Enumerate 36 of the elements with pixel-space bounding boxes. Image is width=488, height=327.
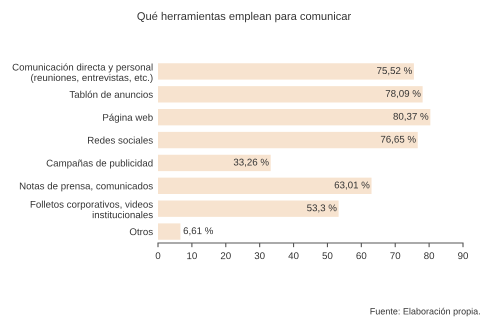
- bar: [158, 200, 339, 217]
- bar: [158, 132, 418, 148]
- x-tick-label: 40: [288, 252, 299, 260]
- x-tick-label: 10: [187, 252, 197, 260]
- y-tick-label: Notas de prensa, comunicados: [20, 182, 153, 192]
- y-tick-label: Comunicación directa y personal (reuniones, entrevistas, etc.): [12, 63, 153, 83]
- y-tick-label: Redes sociales: [88, 136, 153, 144]
- data-label: 53,3 %: [307, 204, 337, 212]
- data-label: 78,09 %: [386, 90, 421, 98]
- source-note: Fuente: Elaboración propia.: [370, 308, 480, 316]
- x-tick-label: 0: [156, 252, 160, 260]
- x-tick-label: 50: [322, 252, 332, 260]
- data-label: 76,65 %: [380, 136, 416, 144]
- y-tick-label: Otros: [130, 228, 153, 236]
- x-tick-label: 30: [254, 252, 265, 260]
- y-tick-label: Tablón de anuncios: [70, 90, 153, 98]
- bar: [158, 86, 423, 103]
- x-tick-label: 80: [424, 252, 434, 260]
- bar: [158, 108, 430, 126]
- bar: [158, 178, 372, 194]
- bar: [158, 154, 271, 172]
- y-tick-label: Página web: [103, 114, 153, 123]
- data-label: 63,01 %: [334, 182, 370, 190]
- data-label: 6,61 %: [184, 227, 214, 236]
- bar: [158, 223, 180, 240]
- x-tick-label: 90: [458, 252, 468, 260]
- x-tick-label: 60: [356, 252, 366, 260]
- x-tick-label: 20: [220, 252, 231, 260]
- chart-title: Qué herramientas emplean para comunicar: [137, 12, 351, 22]
- y-tick-label: Campañas de publicidad: [46, 159, 153, 168]
- data-label: 80,37 %: [393, 112, 428, 121]
- y-tick-label: Folletos corporativos, videos institucionales: [30, 200, 153, 218]
- bar: [158, 63, 414, 80]
- x-tick-label: 70: [390, 252, 400, 260]
- data-label: 33,26 %: [234, 158, 269, 167]
- data-label: 75,52 %: [377, 67, 412, 76]
